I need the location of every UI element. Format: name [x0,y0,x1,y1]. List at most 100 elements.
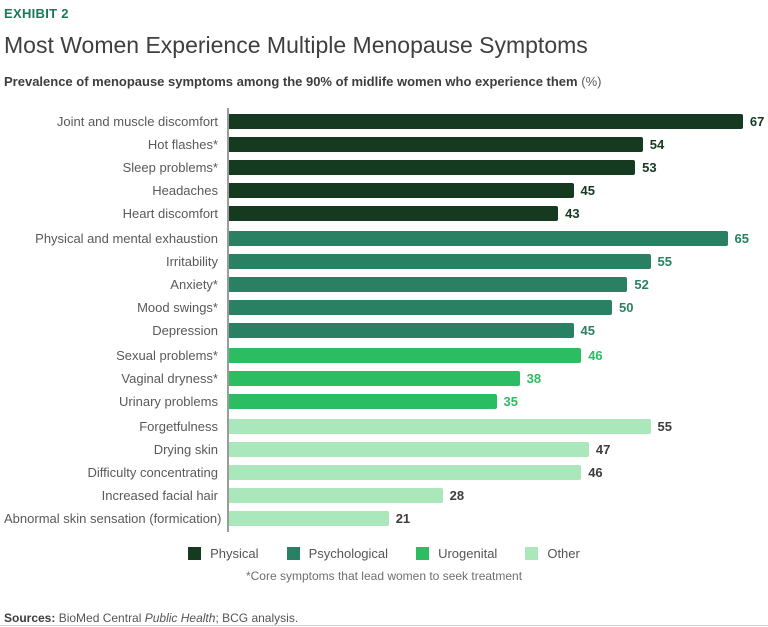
legend-label: Urogenital [438,546,498,561]
bar-chart: Joint and muscle discomfort 67 Hot flashes… [4,108,764,532]
legend-swatch-physical [188,547,202,560]
bar-row: Urinary problems 35 [4,390,764,413]
bar-row: Sleep problems* 53 [4,156,764,179]
bar-value: 55 [657,254,672,269]
bar-value: 46 [588,348,603,363]
bar-value: 65 [734,231,749,246]
exhibit-label: EXHIBIT 2 [4,6,69,21]
bar-label: Irritability [165,254,218,269]
bar-track: 53 [227,156,764,179]
bar-track: 21 [227,507,764,530]
bar-value: 55 [657,419,672,434]
bar-label: Abnormal skin sensation (formication) [4,511,222,526]
bottom-divider [0,625,768,626]
bar-row: Hot flashes* 54 [4,133,764,156]
legend-item-urogenital: Urogenital [416,546,497,561]
bar-track: 43 [227,202,764,225]
bar-row: Increased facial hair 28 [4,484,764,507]
chart-subtitle-unit: (%) [581,74,602,89]
bar-track: 45 [227,319,764,342]
bar-value: 28 [449,488,465,503]
bar-value: 46 [588,465,603,480]
bar-row: Abnormal skin sensation (formication) 21 [4,507,764,530]
bar-track: 67 [227,110,764,133]
bar-physical [227,183,574,198]
bar-track: 50 [227,296,764,319]
bar-label: Anxiety* [170,277,218,292]
bar-row: Forgetfulness 55 [4,415,764,438]
bar-track: 54 [227,133,764,156]
y-axis-line [227,108,229,532]
bar-label: Urinary problems [119,394,218,409]
bar-physical [227,114,743,129]
bar-value: 53 [642,160,657,175]
bar-track: 45 [227,179,764,202]
bar-urogenital [227,348,582,363]
bar-rows: Joint and muscle discomfort 67 Hot flashes… [4,110,764,530]
bar-label: Physical and mental exhaustion [35,231,218,246]
bar-other [227,465,582,480]
bar-row: Irritability 55 [4,250,764,273]
legend-swatch-urogenital [416,547,430,560]
bar-track: 28 [227,484,764,507]
bar-label: Headaches [152,183,218,198]
sources-text-pre: BioMed Central [55,611,145,625]
legend-item-psychological: Psychological [286,546,389,561]
bar-label: Mood swings* [137,300,218,315]
bar-other [227,511,389,526]
bar-value: 45 [580,323,595,338]
bar-label: Vaginal dryness* [121,371,218,386]
bar-track: 47 [227,438,764,461]
bar-label: Hot flashes* [147,137,218,152]
bar-label: Sleep problems* [122,160,218,175]
bar-track: 55 [227,250,764,273]
bar-value: 38 [526,371,542,386]
bar-row: Drying skin 47 [4,438,764,461]
bar-row: Headaches 45 [4,179,764,202]
bar-value: 67 [749,114,765,129]
bar-track: 65 [227,227,764,250]
bar-row: Difficulty concentrating 46 [4,461,764,484]
bar-psychological [227,300,612,315]
bar-row: Joint and muscle discomfort 67 [4,110,764,133]
bar-value: 45 [580,183,595,198]
bar-track: 35 [227,390,764,413]
bar-track: 46 [227,344,764,367]
legend-label: Psychological [308,546,389,561]
bar-value: 54 [649,137,665,152]
bar-label: Joint and muscle discomfort [56,114,218,129]
legend-label: Other [547,546,580,561]
bar-label: Heart discomfort [122,206,218,221]
bar-other [227,488,443,503]
bar-label: Depression [152,323,218,338]
page-title: Most Women Experience Multiple Menopause… [4,32,588,58]
chart-subtitle: Prevalence of menopause symptoms among t… [4,74,764,90]
legend-swatch-psychological [286,547,300,560]
sources-text-post: ; BCG analysis. [215,611,299,625]
bar-row: Mood swings* 50 [4,296,764,319]
bar-psychological [227,254,651,269]
bar-physical [227,160,636,175]
legend-item-physical: Physical [188,546,259,561]
bar-value: 21 [395,511,411,526]
bar-row: Physical and mental exhaustion 65 [4,227,764,250]
chart-subtitle-text: Prevalence of menopause symptoms among t… [4,74,578,89]
bar-track: 55 [227,415,764,438]
chart-footnote: *Core symptoms that lead women to seek t… [245,569,523,583]
bar-track: 52 [227,273,764,296]
sources-journal: Public Health [144,611,216,625]
bar-other [227,442,589,457]
bar-value: 35 [503,394,518,409]
chart-legend: Physical Psychological Urogenital Other [4,546,764,561]
bar-other [227,419,651,434]
legend-label: Physical [210,546,259,561]
bar-row: Heart discomfort 43 [4,202,764,225]
bar-value: 50 [619,300,634,315]
sources-label: Sources: [4,611,56,625]
bar-physical [227,206,559,221]
bar-value: 52 [634,277,649,292]
bar-track: 46 [227,461,764,484]
bar-track: 38 [227,367,764,390]
bar-physical [227,137,643,152]
